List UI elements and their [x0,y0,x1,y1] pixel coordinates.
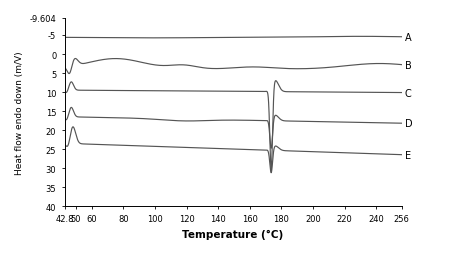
Text: A: A [405,33,411,43]
Text: E: E [405,150,411,160]
Text: C: C [405,88,411,98]
Y-axis label: Heat flow endo down (m/V): Heat flow endo down (m/V) [15,51,24,174]
Text: B: B [405,60,411,70]
Text: D: D [405,119,412,129]
X-axis label: Temperature (°C): Temperature (°C) [183,229,284,239]
